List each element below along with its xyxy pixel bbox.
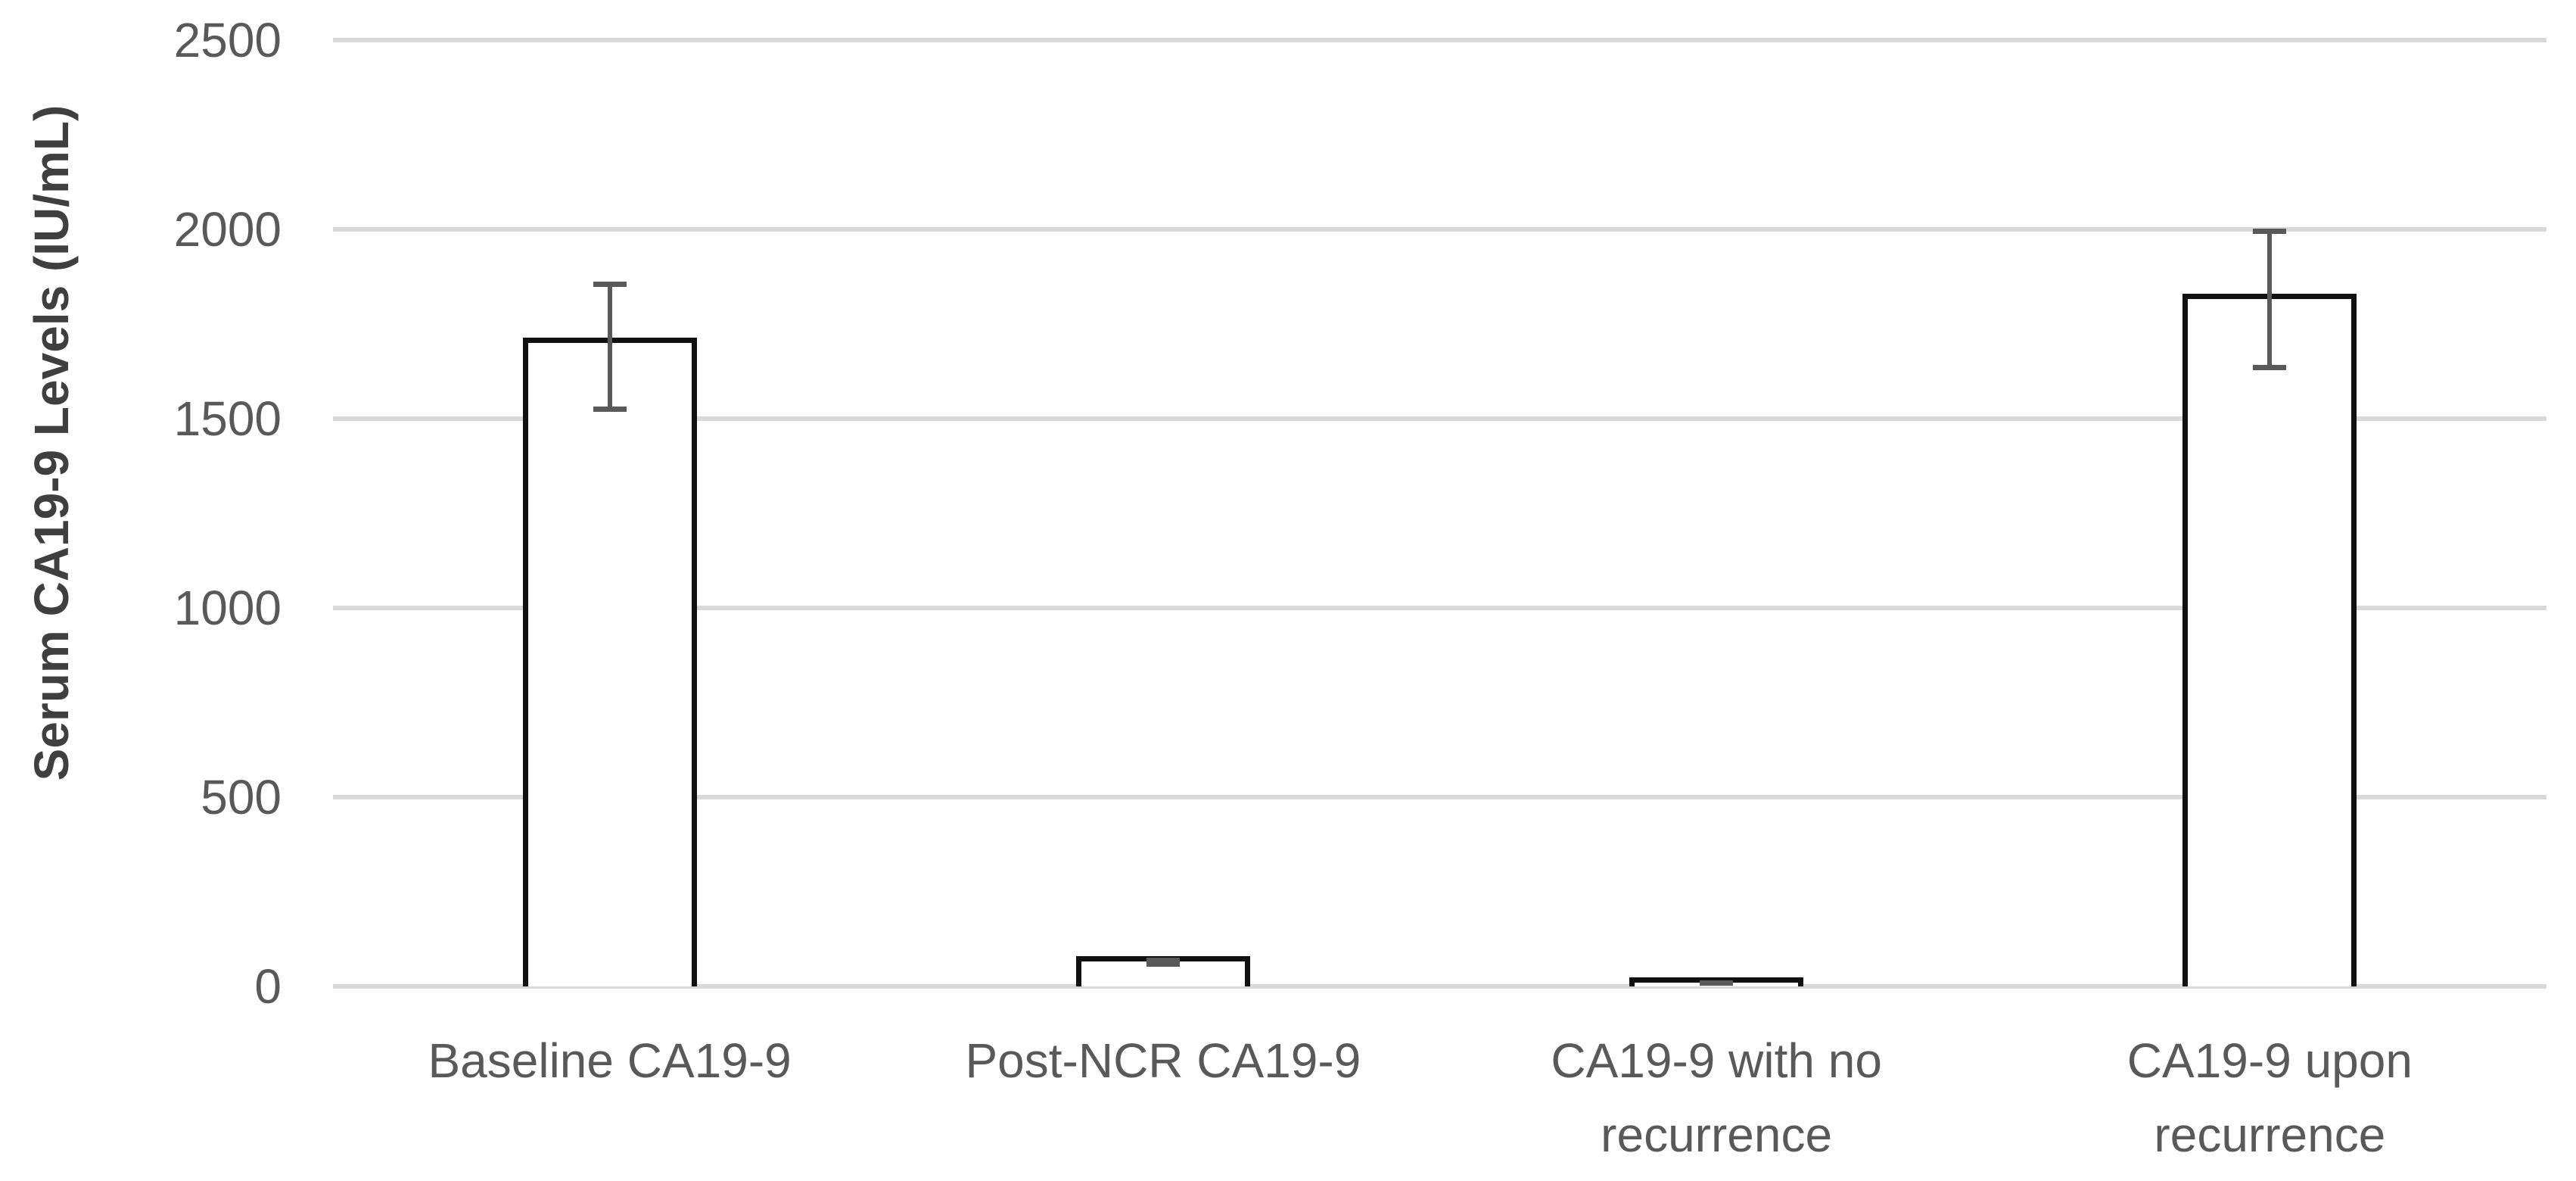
bar [2182, 294, 2357, 986]
y-tick-label: 1500 [173, 391, 282, 446]
x-category-label: Post-NCR CA19-9 [965, 1033, 1361, 1088]
x-category-label: CA19-9 upon recurrence [2126, 1033, 2413, 1162]
error-bar-whisker [607, 282, 612, 411]
bar [522, 338, 697, 986]
error-bar-cap-bottom [1700, 980, 1734, 986]
y-tick-label: 0 [254, 959, 282, 1014]
error-bar-cap-bottom [1146, 961, 1180, 967]
y-tick-label: 2000 [173, 202, 282, 257]
error-bar-cap-top [1146, 957, 1180, 963]
error-bar-cap-top [593, 282, 627, 287]
x-category-label: CA19-9 with no recurrence [1551, 1033, 1882, 1162]
y-gridline [333, 984, 2546, 989]
y-tick-label: 2500 [173, 13, 282, 67]
y-gridline [333, 416, 2546, 421]
error-bar-whisker [2267, 229, 2273, 369]
y-tick-label: 500 [201, 770, 282, 824]
error-bar-cap-bottom [2253, 365, 2287, 370]
y-gridline [333, 795, 2546, 799]
y-gridline [333, 606, 2546, 610]
y-gridline [333, 38, 2546, 42]
error-bar-cap-top [2253, 229, 2287, 234]
x-category-label: Baseline CA19-9 [428, 1033, 792, 1088]
error-bar-cap-bottom [593, 407, 627, 412]
y-gridline [333, 227, 2546, 232]
y-tick-label: 1000 [173, 581, 282, 635]
